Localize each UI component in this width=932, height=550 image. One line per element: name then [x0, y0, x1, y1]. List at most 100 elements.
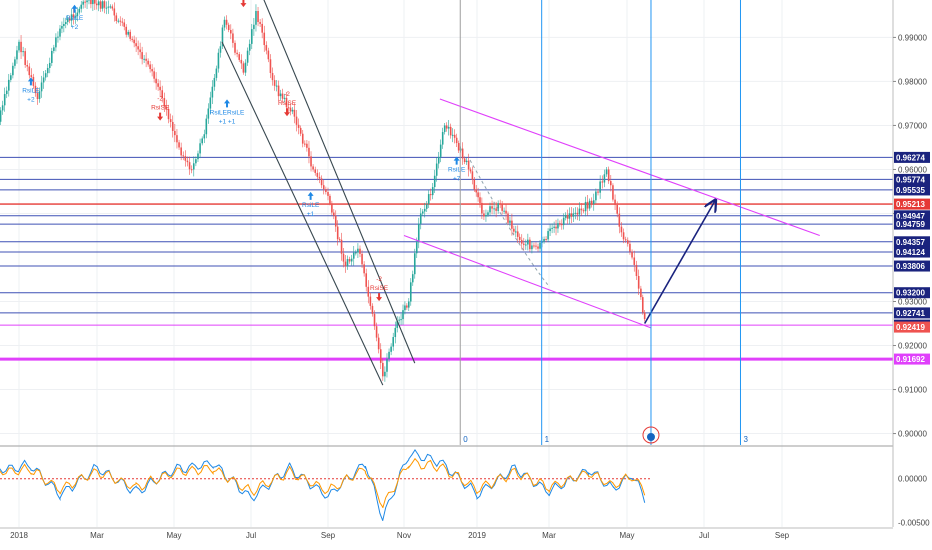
candle-body — [588, 200, 591, 209]
candle-body — [631, 251, 633, 258]
candle-body — [320, 178, 323, 186]
signal-label: RsiLE — [448, 167, 466, 174]
candle-body — [535, 245, 537, 247]
price-level-label: 0.95535 — [896, 186, 925, 195]
candle-body — [451, 134, 454, 136]
candle-body — [316, 172, 319, 177]
candle-body — [616, 204, 618, 214]
candle-body — [277, 85, 280, 97]
signal-label: -2 — [157, 96, 163, 103]
candle-body — [559, 223, 561, 225]
candle-body — [195, 159, 197, 164]
wave-label-1: 1 — [545, 435, 550, 444]
candle-body — [246, 50, 249, 63]
candle-body — [176, 135, 178, 143]
candle-body — [125, 26, 128, 35]
candle-body — [265, 45, 268, 51]
candle-body — [257, 11, 259, 23]
candle-body — [293, 109, 296, 117]
candle-body — [549, 228, 551, 232]
candle-body — [566, 214, 569, 219]
candle-body — [95, 3, 98, 6]
candle-body — [336, 226, 339, 240]
candle-body — [153, 71, 155, 79]
signal-label: -2 — [376, 276, 382, 283]
candle-body — [287, 107, 290, 109]
candle-body — [306, 143, 308, 148]
candle-body — [624, 239, 627, 241]
x-tick-label: Nov — [397, 531, 411, 540]
candle-body — [398, 319, 400, 321]
candle-body — [199, 143, 201, 154]
price-level-label: 0.94947 — [896, 212, 925, 221]
candle-body — [182, 155, 185, 157]
candle-body — [223, 19, 226, 28]
candle-body — [527, 239, 529, 245]
price-level-badge — [894, 287, 930, 299]
candle-body — [435, 163, 438, 176]
candle-body — [291, 109, 294, 112]
candle-body — [427, 194, 430, 205]
y-tick-label: 0.90000 — [898, 430, 927, 439]
candle-body — [119, 20, 122, 22]
candle-body — [509, 220, 511, 223]
candle-body — [539, 242, 541, 249]
candle-body — [159, 86, 161, 91]
candle-body — [348, 259, 351, 262]
price-level-badge — [894, 151, 930, 163]
candle-body — [584, 201, 587, 212]
candle-body — [340, 239, 343, 254]
signal-up-arrow-icon — [307, 191, 314, 200]
candle-body — [572, 213, 575, 217]
candle-body — [240, 59, 243, 64]
candle-body — [439, 144, 442, 157]
candle-body — [603, 174, 606, 183]
candle-body — [487, 212, 489, 215]
candle-body — [80, 4, 83, 9]
candle-body — [28, 66, 31, 76]
candle-body — [161, 90, 164, 99]
candle-body — [61, 26, 63, 29]
candle-body — [493, 208, 495, 210]
candle-body — [129, 31, 131, 39]
price-level-badge — [894, 260, 930, 272]
candle-body — [253, 24, 255, 30]
candle-body — [304, 143, 306, 145]
candle-body — [461, 148, 464, 159]
candle-body — [205, 118, 208, 135]
candle-body — [115, 15, 118, 22]
falling-channel-upper — [263, 0, 416, 364]
candle-body — [489, 206, 491, 213]
candle-body — [248, 43, 251, 51]
candle-body — [578, 208, 581, 215]
candle-body — [273, 80, 276, 86]
signal-label: -2 — [284, 91, 290, 98]
candle-body — [352, 252, 355, 259]
candle-body — [507, 213, 509, 223]
candle-body — [622, 232, 625, 240]
candle-body — [53, 47, 55, 51]
candle-body — [620, 226, 623, 233]
signal-label: RsiLE — [22, 87, 40, 94]
candle-body — [184, 156, 187, 161]
candle-body — [369, 296, 372, 306]
candle-body — [16, 50, 18, 60]
candle-body — [217, 52, 220, 69]
candle-body — [557, 223, 559, 229]
y-tick-label: 0.97000 — [898, 121, 927, 130]
candle-body — [269, 59, 272, 73]
candle-body — [244, 62, 247, 73]
signal-label: +2 — [27, 96, 35, 103]
candle-body — [329, 195, 331, 204]
signal-up-arrow-icon — [27, 77, 34, 86]
candle-body — [511, 220, 513, 229]
candle-body — [263, 32, 266, 46]
candle-body — [386, 358, 388, 372]
price-levels-layer — [0, 156, 893, 361]
candle-body — [411, 274, 414, 283]
candle-body — [97, 1, 100, 6]
candle-body — [225, 19, 228, 25]
candle-body — [139, 49, 141, 53]
candle-body — [334, 215, 337, 227]
